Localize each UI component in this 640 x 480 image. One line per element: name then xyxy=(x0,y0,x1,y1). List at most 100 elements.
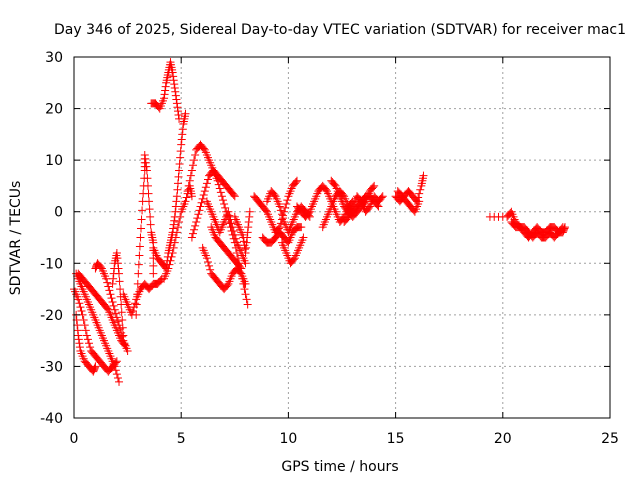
data-point-marker xyxy=(244,218,253,227)
data-point-marker xyxy=(199,190,208,199)
data-point-marker xyxy=(213,176,222,185)
y-tick-label: -10 xyxy=(40,256,63,272)
series-arc-15 xyxy=(202,197,250,268)
data-point-marker xyxy=(221,203,230,212)
data-point-marker xyxy=(143,181,152,190)
data-point-marker xyxy=(199,144,208,153)
data-point-marker xyxy=(205,261,214,270)
data-point-marker xyxy=(184,181,193,190)
data-point-marker xyxy=(409,206,418,215)
data-point-marker xyxy=(74,331,83,340)
data-point-marker xyxy=(282,199,291,208)
data-point-marker xyxy=(240,285,249,294)
data-point-marker xyxy=(102,274,111,283)
data-point-marker xyxy=(167,252,176,261)
data-point-marker xyxy=(112,248,121,257)
data-point-marker xyxy=(178,125,187,134)
data-point-marker xyxy=(164,264,173,273)
series-arc-07 xyxy=(119,274,166,319)
data-point-marker xyxy=(370,181,379,190)
data-point-marker xyxy=(143,174,152,183)
data-point-marker xyxy=(116,285,125,294)
data-point-marker xyxy=(185,176,194,185)
data-points xyxy=(70,58,569,386)
data-point-marker xyxy=(128,306,137,315)
data-point-marker xyxy=(240,245,249,254)
data-point-marker xyxy=(170,216,179,225)
data-point-marker xyxy=(173,107,182,116)
data-point-marker xyxy=(217,192,226,201)
series-arc-09 xyxy=(149,109,190,273)
data-point-marker xyxy=(76,303,85,312)
data-point-marker xyxy=(107,294,116,303)
series-arc-16 xyxy=(207,223,246,273)
data-point-marker xyxy=(219,196,228,205)
data-point-marker xyxy=(188,161,197,170)
data-point-marker xyxy=(419,171,428,180)
data-point-marker xyxy=(201,183,210,192)
data-point-marker xyxy=(230,230,239,239)
data-point-marker xyxy=(241,290,250,299)
data-point-marker xyxy=(243,300,252,309)
y-axis-label: SDTVAR / TECUs xyxy=(8,181,24,296)
data-point-marker xyxy=(415,197,424,206)
data-point-marker xyxy=(172,228,181,237)
data-point-marker xyxy=(104,282,113,291)
data-point-marker xyxy=(172,197,181,206)
data-point-marker xyxy=(241,259,250,268)
data-point-marker xyxy=(299,233,308,242)
data-point-marker xyxy=(73,326,82,335)
data-point-marker xyxy=(111,358,120,367)
data-point-marker xyxy=(176,147,185,156)
data-point-marker xyxy=(197,198,206,207)
data-point-marker xyxy=(136,233,145,242)
data-point-marker xyxy=(339,190,348,199)
data-point-marker xyxy=(191,221,200,230)
data-point-marker xyxy=(74,335,83,344)
data-point-marker xyxy=(292,176,301,185)
data-point-marker xyxy=(242,243,251,252)
data-point-marker xyxy=(113,254,122,263)
data-point-marker xyxy=(560,224,569,233)
data-point-marker xyxy=(231,234,240,243)
data-point-marker xyxy=(506,209,515,218)
data-point-marker xyxy=(176,153,185,162)
data-point-marker xyxy=(77,306,86,315)
data-point-marker xyxy=(270,190,279,199)
data-point-marker xyxy=(148,281,157,290)
data-point-marker xyxy=(223,281,232,290)
series-arc-26 xyxy=(391,171,428,206)
data-point-marker xyxy=(188,229,197,238)
series-arc-05 xyxy=(91,259,132,355)
data-point-marker xyxy=(283,237,292,246)
data-point-marker xyxy=(142,166,151,175)
y-tick-label: -40 xyxy=(40,411,63,427)
data-point-marker xyxy=(283,196,292,205)
data-point-marker xyxy=(174,111,183,120)
axis-ticks: 0 5 10 15 20 25 -40 -30 -20 -10 0 10 20 30 xyxy=(40,50,619,447)
data-point-marker xyxy=(183,187,192,196)
data-point-marker xyxy=(291,178,300,187)
data-point-marker xyxy=(112,357,121,366)
data-point-marker xyxy=(154,103,163,112)
data-point-marker xyxy=(118,323,127,332)
data-point-marker xyxy=(169,243,178,252)
data-point-marker xyxy=(145,197,154,206)
data-point-marker xyxy=(75,343,84,352)
data-point-marker xyxy=(343,214,352,223)
data-point-marker xyxy=(170,83,179,92)
data-point-marker xyxy=(86,343,95,352)
data-point-marker xyxy=(103,304,112,313)
data-point-marker xyxy=(123,346,132,355)
data-point-marker xyxy=(553,229,562,238)
y-tick-label: -20 xyxy=(40,308,63,324)
data-point-marker xyxy=(117,308,126,317)
data-point-marker xyxy=(83,335,92,344)
data-point-marker xyxy=(170,80,179,89)
data-point-marker xyxy=(186,171,195,180)
data-point-marker xyxy=(172,99,181,108)
data-point-marker xyxy=(145,205,154,214)
data-point-marker xyxy=(80,321,89,330)
y-tick-label: 0 xyxy=(54,205,63,221)
